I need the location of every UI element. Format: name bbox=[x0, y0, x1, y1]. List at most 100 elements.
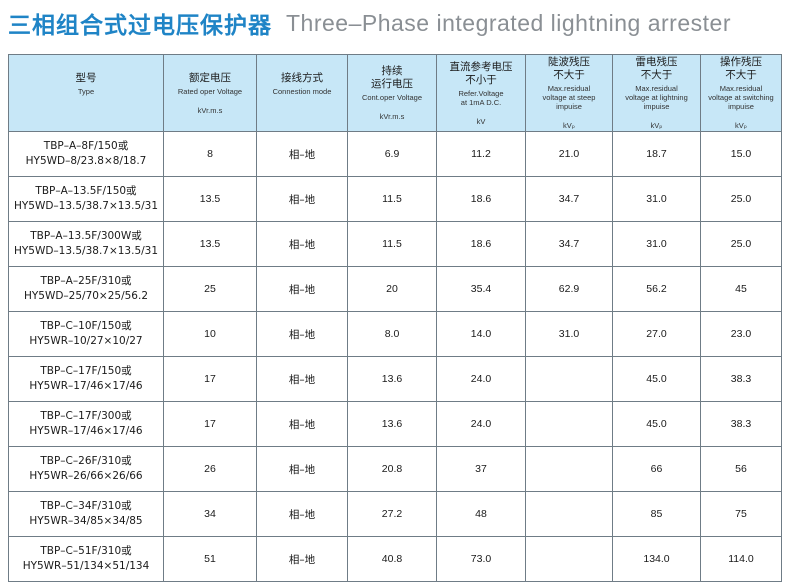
continuous-voltage-cell: 13.6 bbox=[347, 401, 437, 447]
header-label-cn: 不小于 bbox=[465, 73, 497, 86]
header-label-en: Max.residual bbox=[547, 84, 591, 93]
connection-mode-cell: 相–地 bbox=[256, 221, 348, 267]
dc-voltage-cell: 11.2 bbox=[436, 131, 526, 177]
model-cell: TBP–C–17F/300或 HY5WR–17/46×17/46 bbox=[8, 401, 164, 447]
steep-residual-cell bbox=[525, 491, 613, 537]
header-label-en: Max.residual bbox=[719, 84, 763, 93]
header-label-en: impuise bbox=[643, 102, 670, 111]
switching-residual-cell: 75 bbox=[700, 491, 782, 537]
steep-residual-cell bbox=[525, 536, 613, 582]
header-label-en: Type bbox=[77, 86, 95, 96]
model-line: HY5WD–13.5/38.7×13.5/31 bbox=[13, 200, 159, 212]
lightning-residual-cell: 45.0 bbox=[612, 356, 701, 402]
header-unit: kVr.m.s bbox=[379, 112, 405, 121]
dc-voltage-cell: 73.0 bbox=[436, 536, 526, 582]
steep-residual-cell: 34.7 bbox=[525, 176, 613, 222]
steep-residual-cell bbox=[525, 401, 613, 447]
connection-mode-cell: 相–地 bbox=[256, 446, 348, 492]
switching-residual-cell: 25.0 bbox=[700, 176, 782, 222]
header-label-cn: 操作残压 bbox=[720, 56, 762, 68]
table-row: TBP–A–8F/150或 HY5WD–8/23.8×8/18.7 8 相–地 6.9 1… bbox=[8, 131, 782, 177]
rated-voltage-cell: 25 bbox=[163, 266, 257, 312]
rated-voltage-cell: 13.5 bbox=[163, 176, 257, 222]
model-line: TBP–C–17F/150或 bbox=[40, 365, 132, 377]
connection-mode-cell: 相–地 bbox=[256, 536, 348, 582]
model-cell: TBP–C–34F/310或 HY5WR–34/85×34/85 bbox=[8, 491, 164, 537]
table-row: TBP–C–17F/300或 HY5WR–17/46×17/46 17 相–地 13.6… bbox=[8, 401, 782, 447]
header-label-cn: 雷电残压 bbox=[635, 56, 678, 68]
rated-voltage-cell: 34 bbox=[163, 491, 257, 537]
lightning-residual-cell: 18.7 bbox=[612, 131, 701, 177]
header-unit bbox=[257, 106, 347, 115]
model-line: HY5WR–51/134×51/134 bbox=[22, 560, 150, 572]
dc-voltage-cell: 24.0 bbox=[436, 401, 526, 447]
dc-voltage-cell: 14.0 bbox=[436, 311, 526, 357]
steep-residual-cell: 62.9 bbox=[525, 266, 613, 312]
lightning-residual-cell: 27.0 bbox=[612, 311, 701, 357]
rated-voltage-cell: 8 bbox=[163, 131, 257, 177]
model-line: TBP–A–13.5F/300W或 bbox=[30, 230, 142, 242]
header-unit: kVₚ bbox=[650, 121, 663, 130]
dc-voltage-cell: 35.4 bbox=[436, 266, 526, 312]
header-label-cn: 不大于 bbox=[725, 69, 757, 81]
rated-voltage-cell: 10 bbox=[163, 311, 257, 357]
lightning-residual-cell: 66 bbox=[612, 446, 701, 492]
steep-residual-cell: 21.0 bbox=[525, 131, 613, 177]
rated-voltage-cell: 26 bbox=[163, 446, 257, 492]
lightning-residual-cell: 31.0 bbox=[612, 221, 701, 267]
model-line: TBP–C–51F/310或 bbox=[40, 545, 132, 557]
switching-residual-cell: 56 bbox=[700, 446, 782, 492]
header-unit: kVₚ bbox=[735, 121, 747, 130]
column-header-lightning-residual-voltage: 雷电残压 不大于 Max.residual voltage at lightning i… bbox=[612, 54, 701, 132]
table-body: TBP–A–8F/150或 HY5WD–8/23.8×8/18.7 8 相–地 6.9 1… bbox=[8, 131, 782, 582]
header-label-cn: 不大于 bbox=[553, 69, 585, 81]
model-cell: TBP–C–10F/150或 HY5WR–10/27×10/27 bbox=[8, 311, 164, 357]
header-label-en: voltage at switching bbox=[708, 93, 774, 102]
connection-mode-cell: 相–地 bbox=[256, 401, 348, 447]
column-header-type: 型号 Type bbox=[8, 54, 164, 132]
lightning-residual-cell: 134.0 bbox=[612, 536, 701, 582]
switching-residual-cell: 45 bbox=[700, 266, 782, 312]
header-label-en: Cont.oper Voltage bbox=[361, 93, 423, 102]
table-row: TBP–C–34F/310或 HY5WR–34/85×34/85 34 相–地 27.2… bbox=[8, 491, 782, 537]
header-label-en: Connestion mode bbox=[272, 86, 332, 96]
continuous-voltage-cell: 20 bbox=[347, 266, 437, 312]
continuous-voltage-cell: 40.8 bbox=[347, 536, 437, 582]
model-line: HY5WR–34/85×34/85 bbox=[29, 515, 143, 527]
steep-residual-cell bbox=[525, 356, 613, 402]
header-label-en: Refer.Voltage bbox=[458, 88, 504, 98]
model-cell: TBP–C–17F/150或 HY5WR–17/46×17/46 bbox=[8, 356, 164, 402]
model-line: HY5WR–26/66×26/66 bbox=[29, 470, 143, 482]
header-label-en: impuise bbox=[556, 102, 582, 111]
model-line: TBP–A–25F/310或 bbox=[40, 275, 132, 287]
connection-mode-cell: 相–地 bbox=[256, 311, 348, 357]
header-label-en: Rated oper Voltage bbox=[177, 86, 243, 96]
model-line: HY5WR–17/46×17/46 bbox=[29, 380, 143, 392]
dc-voltage-cell: 18.6 bbox=[436, 221, 526, 267]
page-title: 三相组合式过电压保护器 Three–Phase integrated light… bbox=[8, 6, 778, 40]
model-line: TBP–C–34F/310或 bbox=[40, 500, 132, 512]
continuous-voltage-cell: 20.8 bbox=[347, 446, 437, 492]
header-label-cn: 型号 bbox=[75, 71, 97, 84]
table-row: TBP–C–10F/150或 HY5WR–10/27×10/27 10 相–地 8.0 1… bbox=[8, 311, 782, 357]
table-row: TBP–A–13.5F/150或 HY5WD–13.5/38.7×13.5/31 1… bbox=[8, 176, 782, 222]
table-row: TBP–A–25F/310或 HY5WD–25/70×25/56.2 25 相–地 20… bbox=[8, 266, 782, 312]
model-line: HY5WD–25/70×25/56.2 bbox=[23, 290, 149, 302]
table-row: TBP–A–13.5F/300W或 HY5WD–13.5/38.7×13.5/31… bbox=[8, 221, 782, 267]
column-header-switching-residual-voltage: 操作残压 不大于 Max.residual voltage at switching i… bbox=[700, 54, 782, 132]
steep-residual-cell: 31.0 bbox=[525, 311, 613, 357]
model-line: TBP–A–8F/150或 bbox=[43, 140, 129, 152]
switching-residual-cell: 23.0 bbox=[700, 311, 782, 357]
model-line: TBP–C–17F/300或 bbox=[40, 410, 132, 422]
header-unit: kVr.m.s bbox=[197, 105, 223, 115]
model-line: HY5WD–8/23.8×8/18.7 bbox=[25, 155, 147, 167]
dc-voltage-cell: 24.0 bbox=[436, 356, 526, 402]
switching-residual-cell: 38.3 bbox=[700, 356, 782, 402]
model-line: HY5WR–17/46×17/46 bbox=[29, 425, 143, 437]
steep-residual-cell bbox=[525, 446, 613, 492]
model-line: HY5WD–13.5/38.7×13.5/31 bbox=[13, 245, 159, 257]
rated-voltage-cell: 17 bbox=[163, 401, 257, 447]
header-label-cn: 接线方式 bbox=[281, 71, 323, 84]
lightning-residual-cell: 85 bbox=[612, 491, 701, 537]
table-row: TBP–C–26F/310或 HY5WR–26/66×26/66 26 相–地 20.8… bbox=[8, 446, 782, 492]
